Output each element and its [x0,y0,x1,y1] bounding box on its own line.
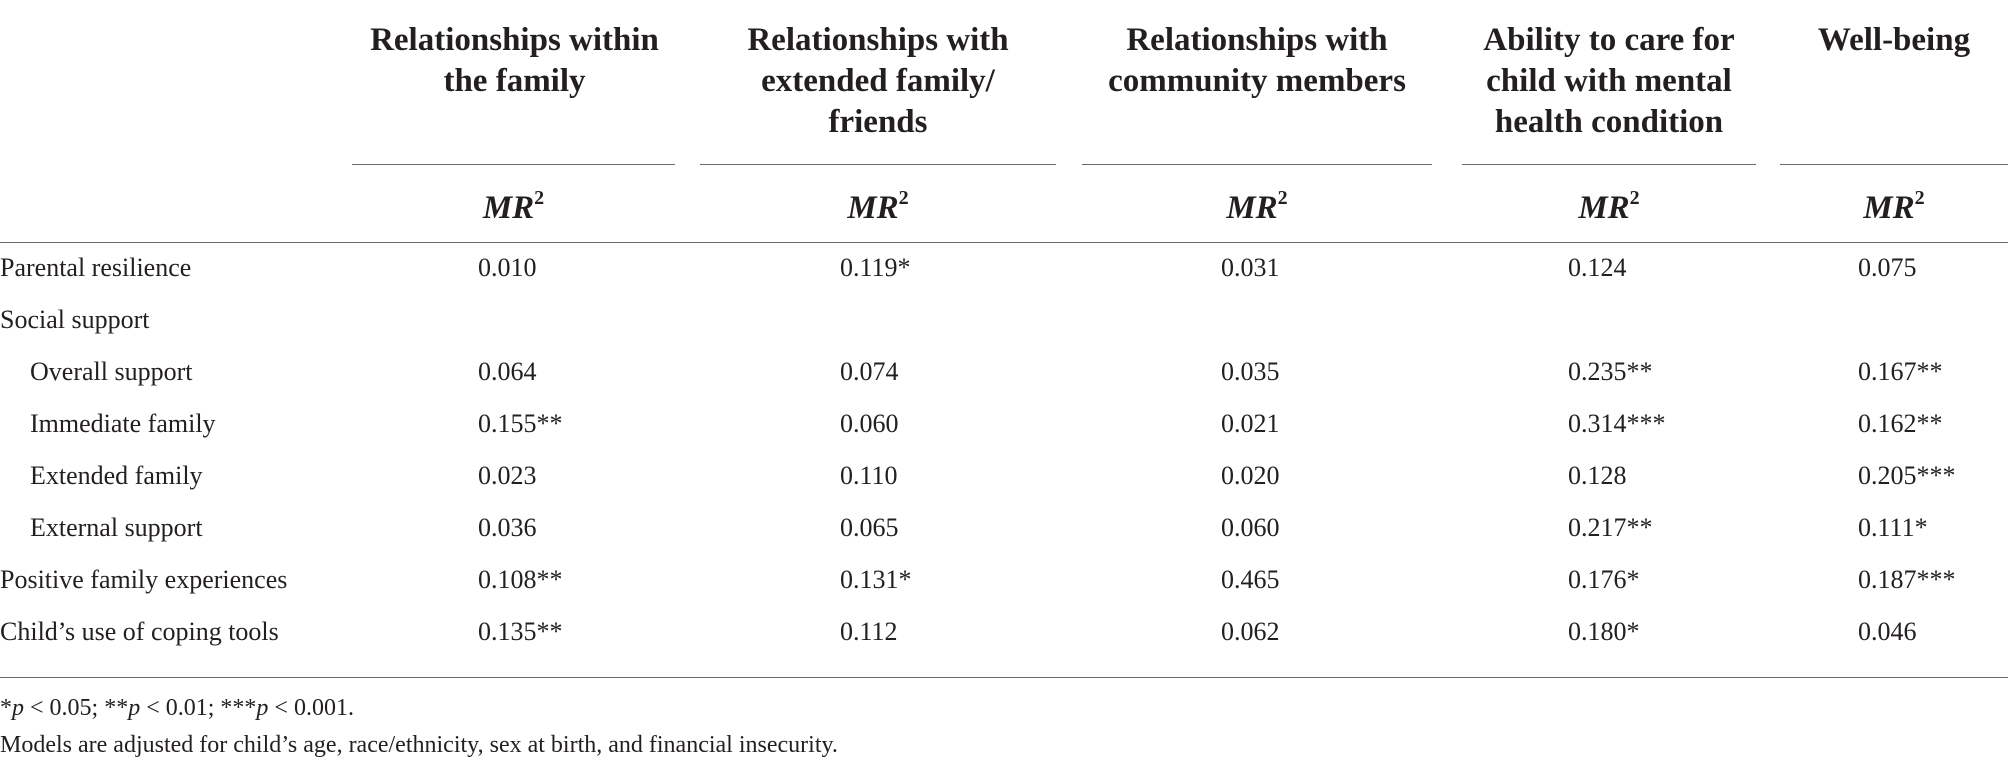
column-rule-2 [700,164,1056,165]
table-cell: 0.074 [840,357,899,386]
row-label-coping-tools: Child’s use of coping tools [0,617,279,646]
table-cell: 0.119* [840,253,911,282]
table-cell: 0.131* [840,565,912,594]
table-cell: 0.128 [1568,461,1627,490]
table-cell: 0.176* [1568,565,1640,594]
table-cell: 0.021 [1221,409,1280,438]
subheader-mr2-1: MR2 [482,187,545,226]
column-header-community: Relationships with community members [1108,22,1406,99]
row-label-social-support: Social support [0,305,150,334]
subheader-mr2-5: MR2 [1863,187,1925,226]
subheader-mr2-4: MR2 [1578,187,1640,226]
column-rule-5 [1780,164,2008,165]
table-cell: 0.036 [478,513,537,542]
table-cell: 0.167** [1858,357,1943,386]
row-label-external-support: External support [30,513,203,542]
subheader-mr2-3: MR2 [1226,187,1288,226]
table-cell: 0.075 [1858,253,1917,282]
table-cell: 0.162** [1858,409,1943,438]
table-cell: 0.135** [478,617,563,646]
adjustment-note: Models are adjusted for child’s age, rac… [0,732,838,758]
table-cell: 0.060 [1221,513,1280,542]
column-rule-1 [352,164,675,165]
row-label-immediate-family: Immediate family [30,409,216,438]
row-label-parental-resilience: Parental resilience [0,253,192,282]
table-cell: 0.035 [1221,357,1280,386]
table-cell: 0.205*** [1858,461,1956,490]
table-cell: 0.108** [478,565,563,594]
column-header-care-ability: Ability to care for child with mental he… [1483,22,1735,140]
table-cell: 0.060 [840,409,899,438]
table-cell: 0.110 [840,461,898,490]
row-label-extended-family: Extended family [30,461,203,490]
table-cell: 0.187*** [1858,565,1956,594]
subheader-mr2-2: MR2 [847,187,909,226]
header-bottom-rule [0,242,2008,243]
table-cell: 0.155** [478,409,563,438]
table-cell: 0.465 [1221,565,1280,594]
table-cell: 0.314*** [1568,409,1666,438]
table-cell: 0.020 [1221,461,1280,490]
table-cell: 0.111* [1858,513,1928,542]
table-cell: 0.010 [478,253,537,282]
table-cell: 0.064 [478,357,537,386]
table-cell: 0.235** [1568,357,1653,386]
table-cell: 0.031 [1221,253,1280,282]
column-header-well-being: Well-being [1817,22,1971,58]
row-label-positive-family-experiences: Positive family experiences [0,565,288,594]
table-cell: 0.065 [840,513,899,542]
table-cell: 0.023 [478,461,537,490]
significance-note: *p < 0.05; **p < 0.01; ***p < 0.001. [0,695,354,721]
table-cell: 0.124 [1568,253,1627,282]
table-cell: 0.062 [1221,617,1280,646]
column-header-within-family: Relationships within the family [370,22,659,99]
row-label-overall-support: Overall support [30,357,193,386]
column-header-extended-family: Relationships with extended family/ frie… [747,22,1009,140]
column-rule-3 [1082,164,1432,165]
column-rule-4 [1462,164,1756,165]
table-cell: 0.112 [840,617,898,646]
table-cell: 0.217** [1568,513,1653,542]
table-bottom-rule [0,677,2008,678]
table-cell: 0.046 [1858,617,1917,646]
table-cell: 0.180* [1568,617,1640,646]
